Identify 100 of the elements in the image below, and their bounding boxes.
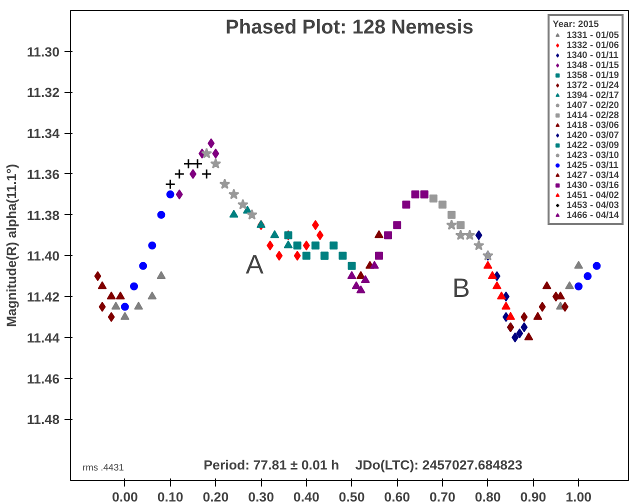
legend-title: Year: 2015	[552, 19, 600, 29]
legend-label: 1332 - 01/06	[566, 40, 619, 50]
x-tick-label: 0.40	[293, 490, 320, 504]
point	[201, 168, 212, 180]
point	[284, 240, 293, 248]
y-tick-label: 11.44	[26, 330, 60, 346]
point	[592, 262, 601, 270]
point	[237, 198, 248, 210]
point	[483, 260, 492, 269]
point	[312, 220, 319, 230]
point	[506, 312, 516, 320]
point	[561, 302, 568, 312]
point	[356, 271, 366, 279]
point	[516, 328, 524, 338]
point	[574, 260, 584, 269]
point	[130, 282, 138, 290]
legend-label: 1414 - 02/28	[566, 110, 619, 120]
point	[520, 312, 528, 322]
point	[393, 221, 402, 230]
point	[411, 190, 420, 198]
point	[270, 230, 280, 238]
x-tick-label: 0.70	[430, 490, 456, 504]
y-tick-label: 11.42	[26, 290, 60, 305]
point	[438, 200, 446, 209]
point	[374, 230, 384, 238]
x-tick-label: 0.30	[248, 490, 274, 504]
point	[256, 220, 266, 228]
point	[201, 148, 212, 158]
point	[330, 242, 338, 250]
legend-label: 1451 - 04/02	[566, 190, 619, 200]
point	[183, 158, 194, 170]
x-tick-label: 1.00	[566, 490, 592, 504]
point	[533, 312, 542, 320]
point	[189, 168, 196, 179]
chart-title: Phased Plot: 128 Nemesis	[226, 16, 474, 38]
point	[520, 322, 528, 332]
annotation: rms .4431	[82, 462, 124, 472]
point	[429, 194, 438, 202]
y-tick-label: 11.46	[26, 371, 60, 386]
point	[473, 240, 484, 250]
point	[210, 158, 222, 169]
point	[148, 291, 157, 300]
y-tick-label: 11.48	[26, 412, 60, 428]
point	[134, 302, 144, 310]
point	[116, 291, 125, 300]
point	[360, 275, 370, 284]
point	[492, 281, 502, 290]
x-tick-label: 0.80	[474, 490, 501, 504]
legend-label: 1427 - 03/14	[566, 170, 619, 180]
point	[120, 302, 129, 311]
point	[302, 240, 310, 250]
point	[212, 148, 220, 159]
point	[574, 282, 583, 290]
y-axis-title: Magnitude(R) alpha(11.1°)	[4, 164, 19, 328]
point	[157, 210, 166, 219]
legend-label: 1394 - 02/17	[566, 90, 619, 100]
point	[219, 178, 230, 189]
point	[384, 231, 392, 240]
point	[139, 262, 148, 270]
point	[565, 281, 574, 290]
point	[542, 281, 552, 290]
point	[148, 242, 156, 250]
point	[174, 168, 185, 180]
y-tick-label: 11.40	[26, 248, 60, 264]
x-tick-label: 0.50	[338, 490, 365, 504]
point	[111, 302, 120, 310]
point	[316, 230, 324, 240]
point	[229, 210, 238, 218]
annotation: JDo(LTC): 2457027.684823	[355, 458, 522, 472]
point	[176, 189, 183, 200]
point	[502, 302, 511, 310]
legend-label: 1423 - 03/10	[566, 150, 619, 160]
legend-label: 1331 - 01/05	[566, 30, 619, 40]
point	[524, 332, 534, 340]
point	[370, 260, 379, 269]
legend-label: 1453 - 04/03	[566, 200, 619, 210]
point	[302, 252, 310, 260]
point	[266, 240, 274, 250]
point	[276, 250, 283, 261]
point	[496, 291, 506, 300]
y-tick-label: 11.38	[26, 208, 60, 223]
legend-label: 1422 - 03/09	[566, 140, 619, 150]
point	[165, 178, 176, 190]
legend-label: 1430 - 03/16	[566, 180, 619, 190]
point	[402, 200, 410, 209]
point	[538, 302, 546, 312]
point	[374, 252, 383, 260]
point	[446, 219, 458, 230]
legend-label: 1418 - 03/06	[566, 120, 619, 130]
point	[338, 252, 347, 260]
point	[108, 312, 115, 322]
point	[94, 271, 102, 282]
legend-label: 1407 - 02/20	[566, 100, 619, 110]
point	[208, 138, 215, 148]
annotation: A	[246, 249, 264, 280]
legend-label: 1340 - 01/11	[566, 50, 618, 60]
point	[464, 230, 476, 240]
point	[584, 272, 592, 280]
point	[512, 332, 519, 342]
point	[156, 271, 166, 279]
